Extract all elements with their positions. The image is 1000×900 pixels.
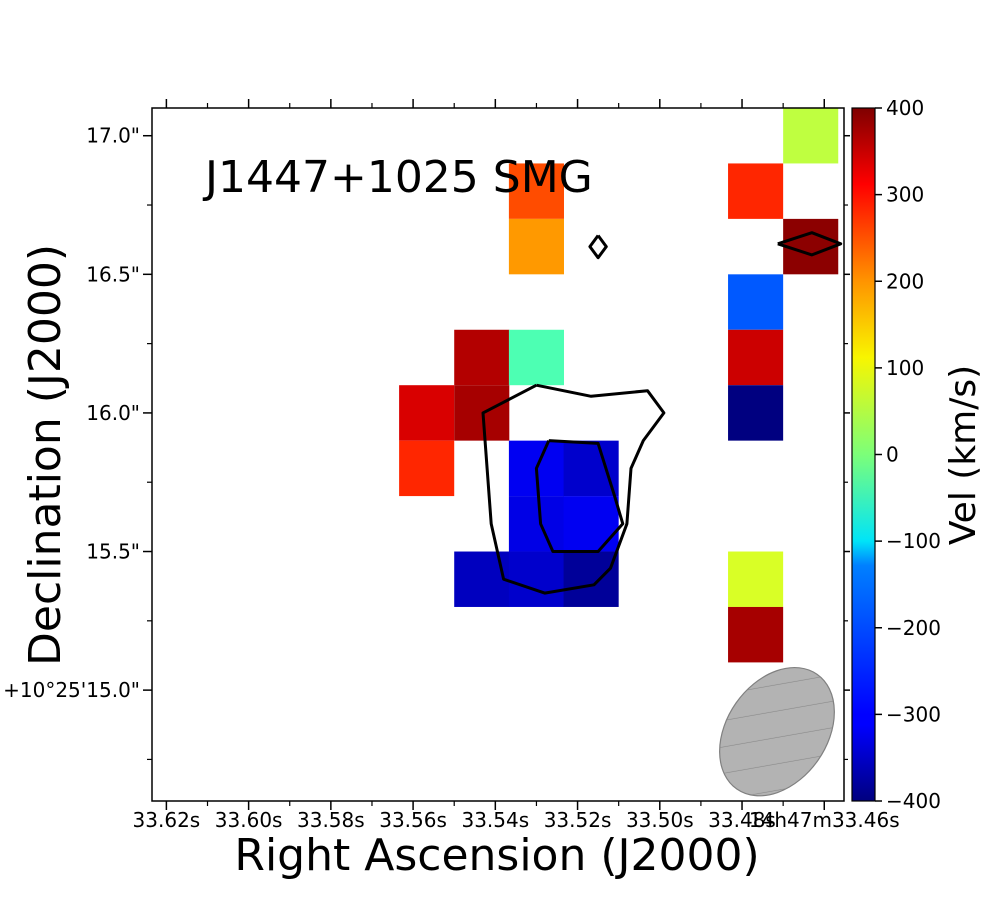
velocity-pixel: [508, 163, 564, 219]
velocity-pixel: [508, 551, 564, 607]
velocity-pixel: [508, 218, 564, 275]
velocity-pixel: [563, 496, 619, 552]
x-tick-label: 14h47m33.46s: [749, 808, 900, 832]
y-axis-ticks: 17.0" 16.5" 16.0" 15.5" +10°25'15.0": [3, 124, 850, 761]
colorbar-tick-label: 300: [886, 183, 924, 207]
colorbar-tick-label: 0: [886, 443, 899, 467]
x-tick-label: 33.50s: [626, 808, 694, 832]
colorbar-label: Vel (km/s): [943, 365, 984, 545]
beam-hatch: [719, 667, 835, 796]
contour-layer: [481, 231, 843, 595]
x-axis-ticks: 33.62s 33.60s 33.58s 33.56s 33.54s 33.52s 33.5…: [133, 99, 900, 832]
x-tick-label: 33.54s: [461, 808, 529, 832]
colorbar-tick-label: −200: [886, 616, 941, 640]
velocity-pixel: [728, 274, 784, 330]
y-tick-label: 16.5": [86, 262, 140, 286]
colorbar-tick-label: −300: [886, 702, 941, 726]
y-tick-label: 16.0": [86, 401, 140, 425]
x-axis-label: Right Ascension (J2000): [234, 830, 759, 881]
x-tick-label: 33.60s: [215, 808, 283, 832]
velocity-pixel: [783, 108, 839, 164]
velocity-pixel: [399, 385, 455, 441]
contour-outer: [481, 383, 666, 595]
velocity-pixel: [508, 329, 564, 386]
velocity-pixel: [728, 551, 784, 607]
plot-frame: [151, 107, 845, 802]
velocity-pixel: [508, 496, 564, 552]
colorbar-tick-label: 100: [886, 356, 924, 380]
contour-inner: [534, 439, 625, 553]
y-tick-label: +10°25'15.0": [3, 678, 140, 702]
beam-ellipse: [719, 666, 835, 797]
y-tick-label: 15.5": [86, 540, 140, 564]
x-tick-label: 33.48s: [708, 808, 776, 832]
velocity-pixel: [563, 551, 619, 607]
x-tick-label: 33.52s: [544, 808, 612, 832]
colorbar-tick-label: −100: [886, 529, 941, 553]
contour-outer: [777, 231, 843, 257]
x-tick-label: 33.56s: [379, 808, 447, 832]
velocity-pixel: [728, 163, 784, 219]
x-tick-label: 33.62s: [133, 808, 201, 832]
velocity-pixel: [454, 551, 510, 607]
velocity-pixel: [783, 218, 839, 275]
velocity-pixel: [454, 329, 510, 386]
colorbar-ticks: 400 300 200 100 0 −100 −200 −300 −400: [875, 96, 941, 813]
velocity-pixel: [728, 385, 784, 441]
colorbar-tick-label: 200: [886, 269, 924, 293]
colorbar-tick-label: −400: [886, 789, 941, 813]
colorbar-tick-label: 400: [886, 96, 924, 120]
y-axis-label: Declination (J2000): [20, 244, 71, 666]
velocity-pixel: [563, 440, 619, 497]
colorbar: [851, 107, 876, 802]
x-tick-label: 33.58s: [297, 808, 365, 832]
y-tick-label: 17.0": [86, 124, 140, 148]
velocity-pixel: [728, 606, 784, 663]
contour-outer: [588, 234, 608, 260]
velocity-pixel: [728, 329, 784, 386]
chart-title: J1447+1025 SMG: [202, 152, 593, 203]
velocity-pixel: [399, 440, 455, 497]
